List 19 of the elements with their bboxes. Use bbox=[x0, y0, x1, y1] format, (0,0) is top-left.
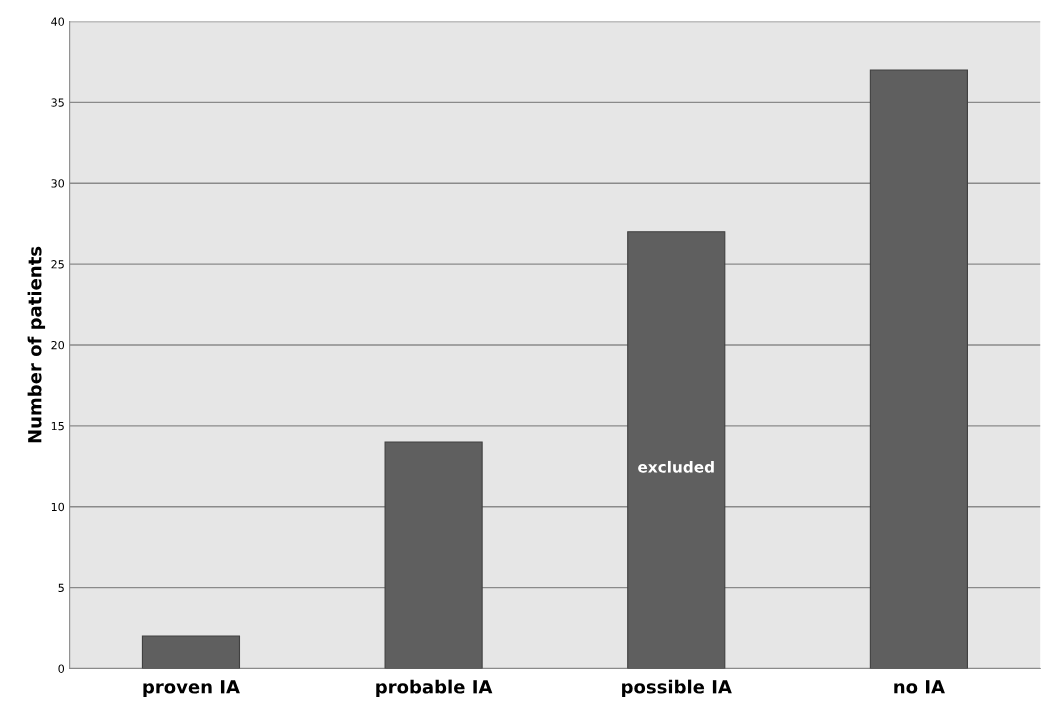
y-tick-label: 15 bbox=[51, 421, 64, 431]
bar bbox=[627, 231, 726, 669]
y-tick-label: 40 bbox=[51, 17, 65, 26]
y-tick-label: 5 bbox=[58, 583, 64, 593]
y-tick-label: 30 bbox=[51, 179, 65, 188]
x-tick-label: proven IA bbox=[143, 680, 240, 698]
y-tick-label: 20 bbox=[51, 340, 65, 350]
bar bbox=[141, 635, 241, 669]
y-axis-title: Number of patients bbox=[27, 246, 46, 443]
bar bbox=[869, 69, 968, 669]
x-tick-label: no IA bbox=[894, 680, 945, 694]
bar bbox=[384, 441, 483, 669]
y-tick-label: 10 bbox=[51, 502, 65, 512]
y-tick-label: 25 bbox=[51, 260, 64, 269]
annotation: excluded bbox=[638, 460, 714, 473]
x-tick-label: possible IA bbox=[622, 679, 732, 698]
x-tick-label: probable IA bbox=[376, 679, 493, 698]
y-tick-label: 35 bbox=[51, 98, 64, 107]
y-tick-label: 0 bbox=[58, 664, 65, 673]
